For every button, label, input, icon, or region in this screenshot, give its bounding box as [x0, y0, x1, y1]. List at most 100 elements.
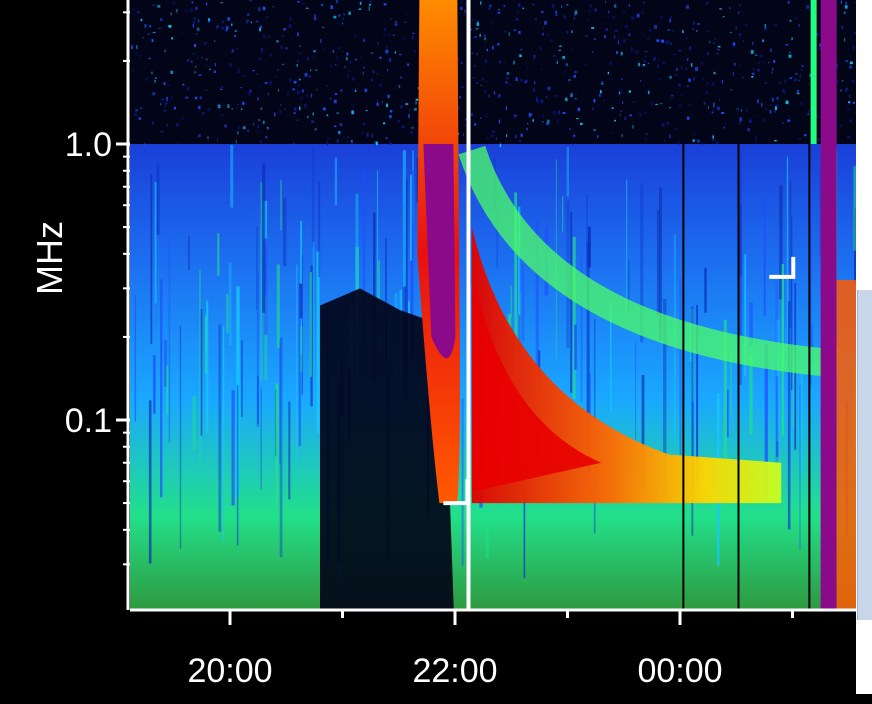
noise-speck	[400, 76, 402, 79]
noise-speck	[770, 48, 772, 52]
noise-speck	[799, 74, 801, 78]
noise-speck	[322, 107, 326, 111]
noise-speck	[632, 125, 634, 129]
noise-speck	[714, 38, 716, 40]
noise-speck	[763, 118, 766, 122]
noise-speck	[154, 77, 157, 79]
noise-speck	[350, 60, 352, 64]
noise-speck	[609, 61, 613, 66]
noise-speck	[773, 59, 776, 63]
noise-speck	[474, 123, 477, 126]
streak	[311, 146, 315, 248]
noise-speck	[479, 117, 482, 119]
noise-speck	[841, 80, 844, 82]
noise-speck	[272, 6, 275, 8]
noise-speck	[770, 103, 772, 106]
noise-speck	[738, 11, 739, 14]
scrollbar-thumb[interactable]	[857, 290, 872, 620]
noise-speck	[298, 78, 301, 81]
noise-speck	[762, 39, 764, 43]
scrollbar-track[interactable]	[856, 0, 872, 704]
streak	[256, 226, 258, 310]
noise-speck	[294, 107, 297, 112]
noise-speck	[283, 28, 286, 31]
noise-speck	[336, 139, 339, 143]
noise-speck	[266, 126, 269, 129]
noise-speck	[484, 59, 487, 63]
noise-speck	[660, 103, 663, 105]
noise-speck	[387, 94, 390, 99]
noise-speck	[337, 22, 339, 24]
streak	[586, 194, 588, 270]
noise-speck	[175, 9, 178, 13]
noise-speck	[459, 96, 461, 99]
noise-speck	[237, 71, 240, 73]
noise-speck	[335, 63, 337, 66]
noise-speck	[546, 33, 549, 37]
noise-speck	[532, 88, 535, 93]
streak	[809, 323, 814, 364]
noise-speck	[401, 100, 403, 103]
noise-speck	[394, 23, 398, 26]
noise-speck	[220, 88, 223, 90]
streak	[640, 183, 644, 343]
noise-speck	[591, 51, 594, 53]
noise-speck	[740, 109, 742, 112]
noise-speck	[350, 141, 353, 144]
noise-speck	[132, 9, 135, 11]
noise-speck	[149, 25, 152, 28]
noise-speck	[488, 94, 490, 98]
noise-speck	[363, 123, 366, 125]
noise-speck	[622, 100, 624, 105]
noise-speck	[591, 27, 595, 29]
noise-speck	[739, 4, 741, 7]
noise-speck	[291, 37, 294, 40]
noise-speck	[564, 15, 566, 19]
noise-speck	[342, 17, 344, 20]
noise-speck	[231, 108, 234, 110]
noise-speck	[573, 132, 575, 136]
noise-speck	[613, 35, 616, 39]
noise-speck	[666, 121, 669, 126]
streak	[228, 262, 232, 345]
noise-speck	[310, 93, 313, 98]
noise-speck	[348, 11, 351, 15]
noise-speck	[522, 7, 525, 10]
noise-speck	[411, 36, 414, 40]
noise-speck	[716, 53, 719, 55]
noise-speck	[138, 117, 141, 120]
noise-speck	[362, 71, 364, 75]
noise-speck	[587, 18, 590, 22]
noise-speck	[323, 48, 325, 50]
noise-speck	[700, 61, 704, 66]
y-axis-label: MHz	[29, 221, 70, 295]
noise-speck	[806, 4, 810, 9]
noise-speck	[599, 93, 601, 97]
noise-speck	[532, 3, 535, 6]
noise-speck	[679, 104, 681, 108]
noise-speck	[386, 46, 388, 50]
noise-speck	[491, 45, 494, 50]
noise-speck	[556, 118, 559, 123]
noise-speck	[360, 0, 363, 3]
noise-speck	[485, 114, 487, 117]
noise-speck	[532, 119, 534, 122]
noise-speck	[263, 120, 265, 124]
noise-speck	[845, 87, 848, 92]
streak	[206, 301, 209, 433]
streak	[279, 341, 281, 464]
noise-speck	[160, 103, 162, 106]
streak	[749, 354, 753, 435]
noise-speck	[299, 106, 301, 111]
noise-speck	[359, 1, 362, 5]
noise-speck	[660, 15, 663, 19]
noise-speck	[688, 78, 691, 82]
noise-speck	[527, 122, 529, 125]
noise-speck	[519, 140, 521, 142]
noise-speck	[575, 93, 578, 95]
noise-speck	[154, 79, 156, 83]
noise-speck	[555, 10, 557, 13]
noise-speck	[407, 63, 409, 66]
noise-speck	[787, 119, 791, 122]
noise-speck	[635, 50, 639, 54]
